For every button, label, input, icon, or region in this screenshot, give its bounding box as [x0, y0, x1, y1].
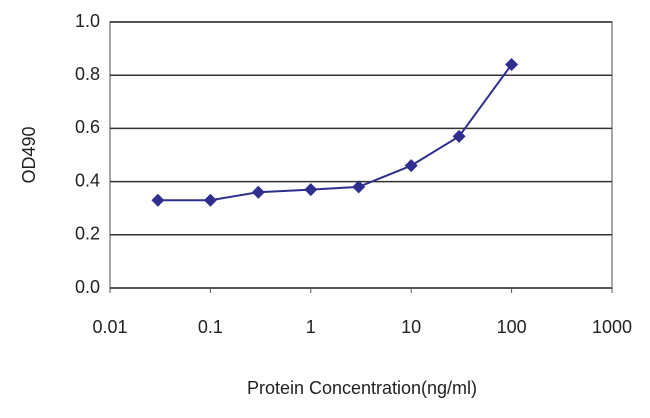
y-tick-label: 0.8: [75, 64, 100, 84]
y-tick-label: 0.0: [75, 277, 100, 297]
x-tick-label: 100: [497, 317, 527, 337]
x-tick-label: 1: [306, 317, 316, 337]
data-point: [505, 58, 519, 72]
data-point: [151, 193, 165, 207]
x-axis-label: Protein Concentration(ng/ml): [247, 378, 477, 398]
data-point: [452, 129, 466, 143]
data-point: [203, 193, 217, 207]
data-point: [352, 180, 366, 194]
y-tick-label: 0.6: [75, 117, 100, 137]
plot-area: [109, 21, 613, 289]
data-point: [304, 183, 318, 197]
data-point: [251, 185, 265, 199]
y-tick-label: 1.0: [75, 11, 100, 31]
x-tick-label: 0.1: [198, 317, 223, 337]
data-point: [404, 159, 418, 173]
x-tick-label: 0.01: [92, 317, 127, 337]
data-line: [157, 63, 513, 202]
y-tick-label: 0.4: [75, 170, 100, 190]
y-axis-label: OD490: [19, 126, 39, 183]
y-tick-label: 0.2: [75, 224, 100, 244]
x-tick-label: 10: [401, 317, 421, 337]
x-tick-label: 1000: [592, 317, 632, 337]
